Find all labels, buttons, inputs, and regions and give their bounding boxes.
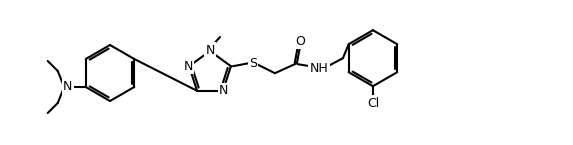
Text: Cl: Cl [367,97,379,110]
Text: N: N [183,60,193,73]
Text: N: N [219,84,229,97]
Text: O: O [295,35,305,48]
Text: N: N [63,80,72,94]
Text: N: N [205,44,215,57]
Text: S: S [249,57,257,70]
Text: NH: NH [309,62,328,75]
